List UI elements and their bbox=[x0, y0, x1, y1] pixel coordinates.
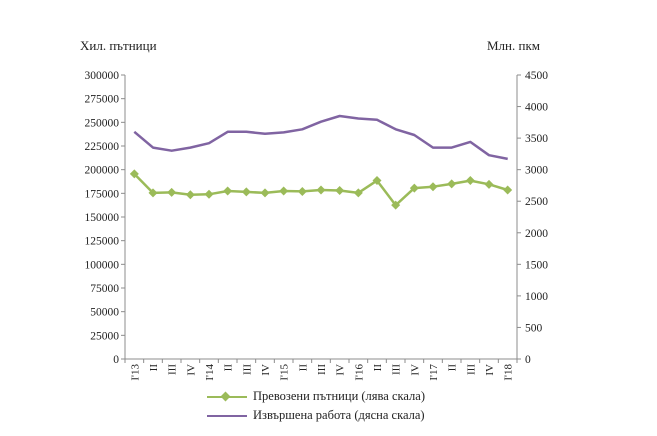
legend-label-work: Извършена работа (дясна скала) bbox=[253, 408, 425, 422]
right-tick-label: 2000 bbox=[525, 228, 548, 240]
series-point-0 bbox=[465, 176, 475, 186]
x-tick-label: II bbox=[148, 364, 160, 372]
x-tick-label: IV bbox=[409, 364, 421, 376]
series-point-0 bbox=[503, 185, 513, 195]
left-tick-label: 175000 bbox=[85, 188, 120, 200]
legend-swatch-passengers bbox=[205, 390, 249, 404]
right-tick-label: 3500 bbox=[525, 133, 548, 145]
series-point-0 bbox=[316, 185, 326, 195]
x-tick-label: II bbox=[372, 364, 384, 372]
x-tick-label: II bbox=[447, 364, 459, 372]
left-tick-label: 225000 bbox=[85, 141, 120, 153]
x-tick-label: III bbox=[167, 364, 179, 375]
left-tick-label: 275000 bbox=[85, 94, 120, 106]
left-tick-label: 0 bbox=[113, 354, 119, 366]
series-point-0 bbox=[279, 186, 289, 196]
left-tick-label: 300000 bbox=[85, 70, 120, 82]
legend-swatch-work bbox=[205, 409, 249, 423]
legend-item-work: Извършена работа (дясна скала) bbox=[205, 406, 425, 425]
left-tick-label: 75000 bbox=[90, 283, 119, 295]
x-tick-label: I'18 bbox=[503, 364, 515, 381]
x-tick-label: III bbox=[391, 364, 403, 375]
right-tick-label: 1000 bbox=[525, 291, 548, 303]
left-tick-label: 150000 bbox=[85, 212, 120, 224]
series-point-0 bbox=[335, 185, 345, 195]
series-point-0 bbox=[185, 190, 195, 200]
x-tick-label: I'15 bbox=[279, 364, 291, 381]
legend: Превозени пътници (лява скала) Извършена… bbox=[205, 387, 425, 425]
left-tick-label: 25000 bbox=[90, 330, 119, 342]
legend-label-passengers: Превозени пътници (лява скала) bbox=[253, 389, 425, 403]
x-tick-label: I'17 bbox=[428, 364, 440, 381]
legend-item-passengers: Превозени пътници (лява скала) bbox=[205, 387, 425, 406]
series-point-0 bbox=[204, 189, 214, 199]
right-tick-label: 0 bbox=[525, 354, 531, 366]
right-axis-unit: Млн. пкм bbox=[487, 38, 541, 53]
x-tick-label: IV bbox=[260, 364, 272, 376]
series-point-0 bbox=[241, 187, 251, 197]
left-tick-label: 200000 bbox=[85, 165, 120, 177]
right-tick-label: 2500 bbox=[525, 196, 548, 208]
left-tick-label: 125000 bbox=[85, 236, 120, 248]
left-axis-unit: Хил. пътници bbox=[80, 38, 157, 53]
x-tick-label: III bbox=[241, 364, 253, 375]
left-tick-label: 100000 bbox=[85, 259, 120, 271]
left-tick-label: 50000 bbox=[90, 307, 119, 319]
right-tick-label: 4000 bbox=[525, 102, 548, 114]
series-point-0 bbox=[148, 188, 158, 198]
x-tick-label: IV bbox=[185, 364, 197, 376]
series-point-0 bbox=[428, 182, 438, 192]
x-tick-label: I'14 bbox=[204, 364, 216, 381]
right-tick-label: 4500 bbox=[525, 70, 548, 82]
series-point-0 bbox=[372, 176, 382, 186]
series-point-0 bbox=[223, 186, 233, 196]
x-tick-label: III bbox=[316, 364, 328, 375]
x-tick-label: II bbox=[223, 364, 235, 372]
series-point-0 bbox=[260, 188, 270, 198]
series-point-0 bbox=[167, 187, 177, 197]
series-line-1 bbox=[133, 114, 508, 161]
x-tick-label: IV bbox=[335, 364, 347, 376]
series-point-0 bbox=[391, 200, 401, 210]
x-tick-label: I'16 bbox=[353, 364, 365, 381]
series-point-0 bbox=[129, 169, 139, 179]
series-point-0 bbox=[409, 183, 419, 193]
series-group bbox=[129, 114, 513, 210]
x-tick-label: III bbox=[465, 364, 477, 375]
axes bbox=[121, 74, 521, 363]
tick-labels: 0250005000075000100000125000150000175000… bbox=[85, 70, 549, 381]
series-point-0 bbox=[353, 188, 363, 198]
series-point-0 bbox=[484, 179, 494, 189]
series-point-0 bbox=[447, 179, 457, 189]
right-tick-label: 1500 bbox=[525, 259, 548, 271]
left-tick-label: 250000 bbox=[85, 117, 120, 129]
right-tick-label: 3000 bbox=[525, 165, 548, 177]
x-tick-label: II bbox=[297, 364, 309, 372]
series-point-0 bbox=[297, 186, 307, 196]
x-tick-label: IV bbox=[484, 364, 496, 376]
right-tick-label: 500 bbox=[525, 322, 543, 334]
x-tick-label: I'13 bbox=[129, 364, 141, 381]
